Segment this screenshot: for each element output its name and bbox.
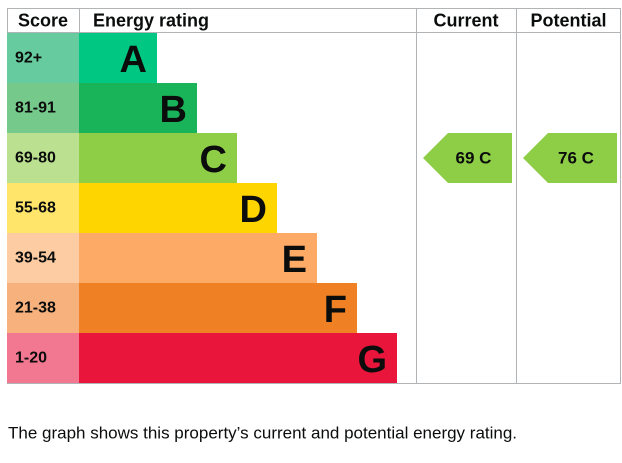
rating-bar: [79, 33, 157, 83]
score-label: 39-54: [15, 250, 56, 267]
score-cell: [7, 133, 79, 183]
score-label: 55-68: [15, 200, 56, 217]
score-label: 81-91: [15, 100, 56, 117]
score-cell: [7, 333, 79, 383]
score-label: 69-80: [15, 150, 56, 167]
rating-header: Energy rating: [93, 11, 209, 31]
rating-bar: [79, 333, 397, 383]
rating-letter: C: [200, 139, 227, 181]
score-label: 1-20: [15, 350, 47, 367]
rating-bar: [79, 183, 277, 233]
column-header: Current: [433, 11, 498, 31]
arrow-label: 76 C: [558, 149, 594, 168]
rating-bar: [79, 133, 237, 183]
score-cell: [7, 283, 79, 333]
note: The graph shows this property’s current …: [8, 424, 517, 443]
score-cell: [7, 33, 79, 83]
rating-bar: [79, 283, 357, 333]
rating-letter: B: [160, 89, 187, 131]
rating-bar: [79, 83, 197, 133]
rating-letter: F: [324, 289, 347, 331]
rating-letter: A: [120, 39, 147, 81]
column-header: Potential: [530, 11, 606, 31]
score-header: Score: [18, 11, 68, 31]
rating-arrow: [523, 133, 617, 183]
score-cell: [7, 233, 79, 283]
arrow-label: 69 C: [456, 149, 492, 168]
rating-bar: [79, 233, 317, 283]
rating-letter: E: [282, 239, 307, 281]
rating-arrow: [423, 133, 512, 183]
score-label: 21-38: [15, 300, 56, 317]
score-label: 92+: [15, 50, 42, 67]
score-cell: [7, 83, 79, 133]
rating-letter: D: [240, 189, 267, 231]
rating-letter: G: [357, 339, 387, 381]
score-cell: [7, 183, 79, 233]
